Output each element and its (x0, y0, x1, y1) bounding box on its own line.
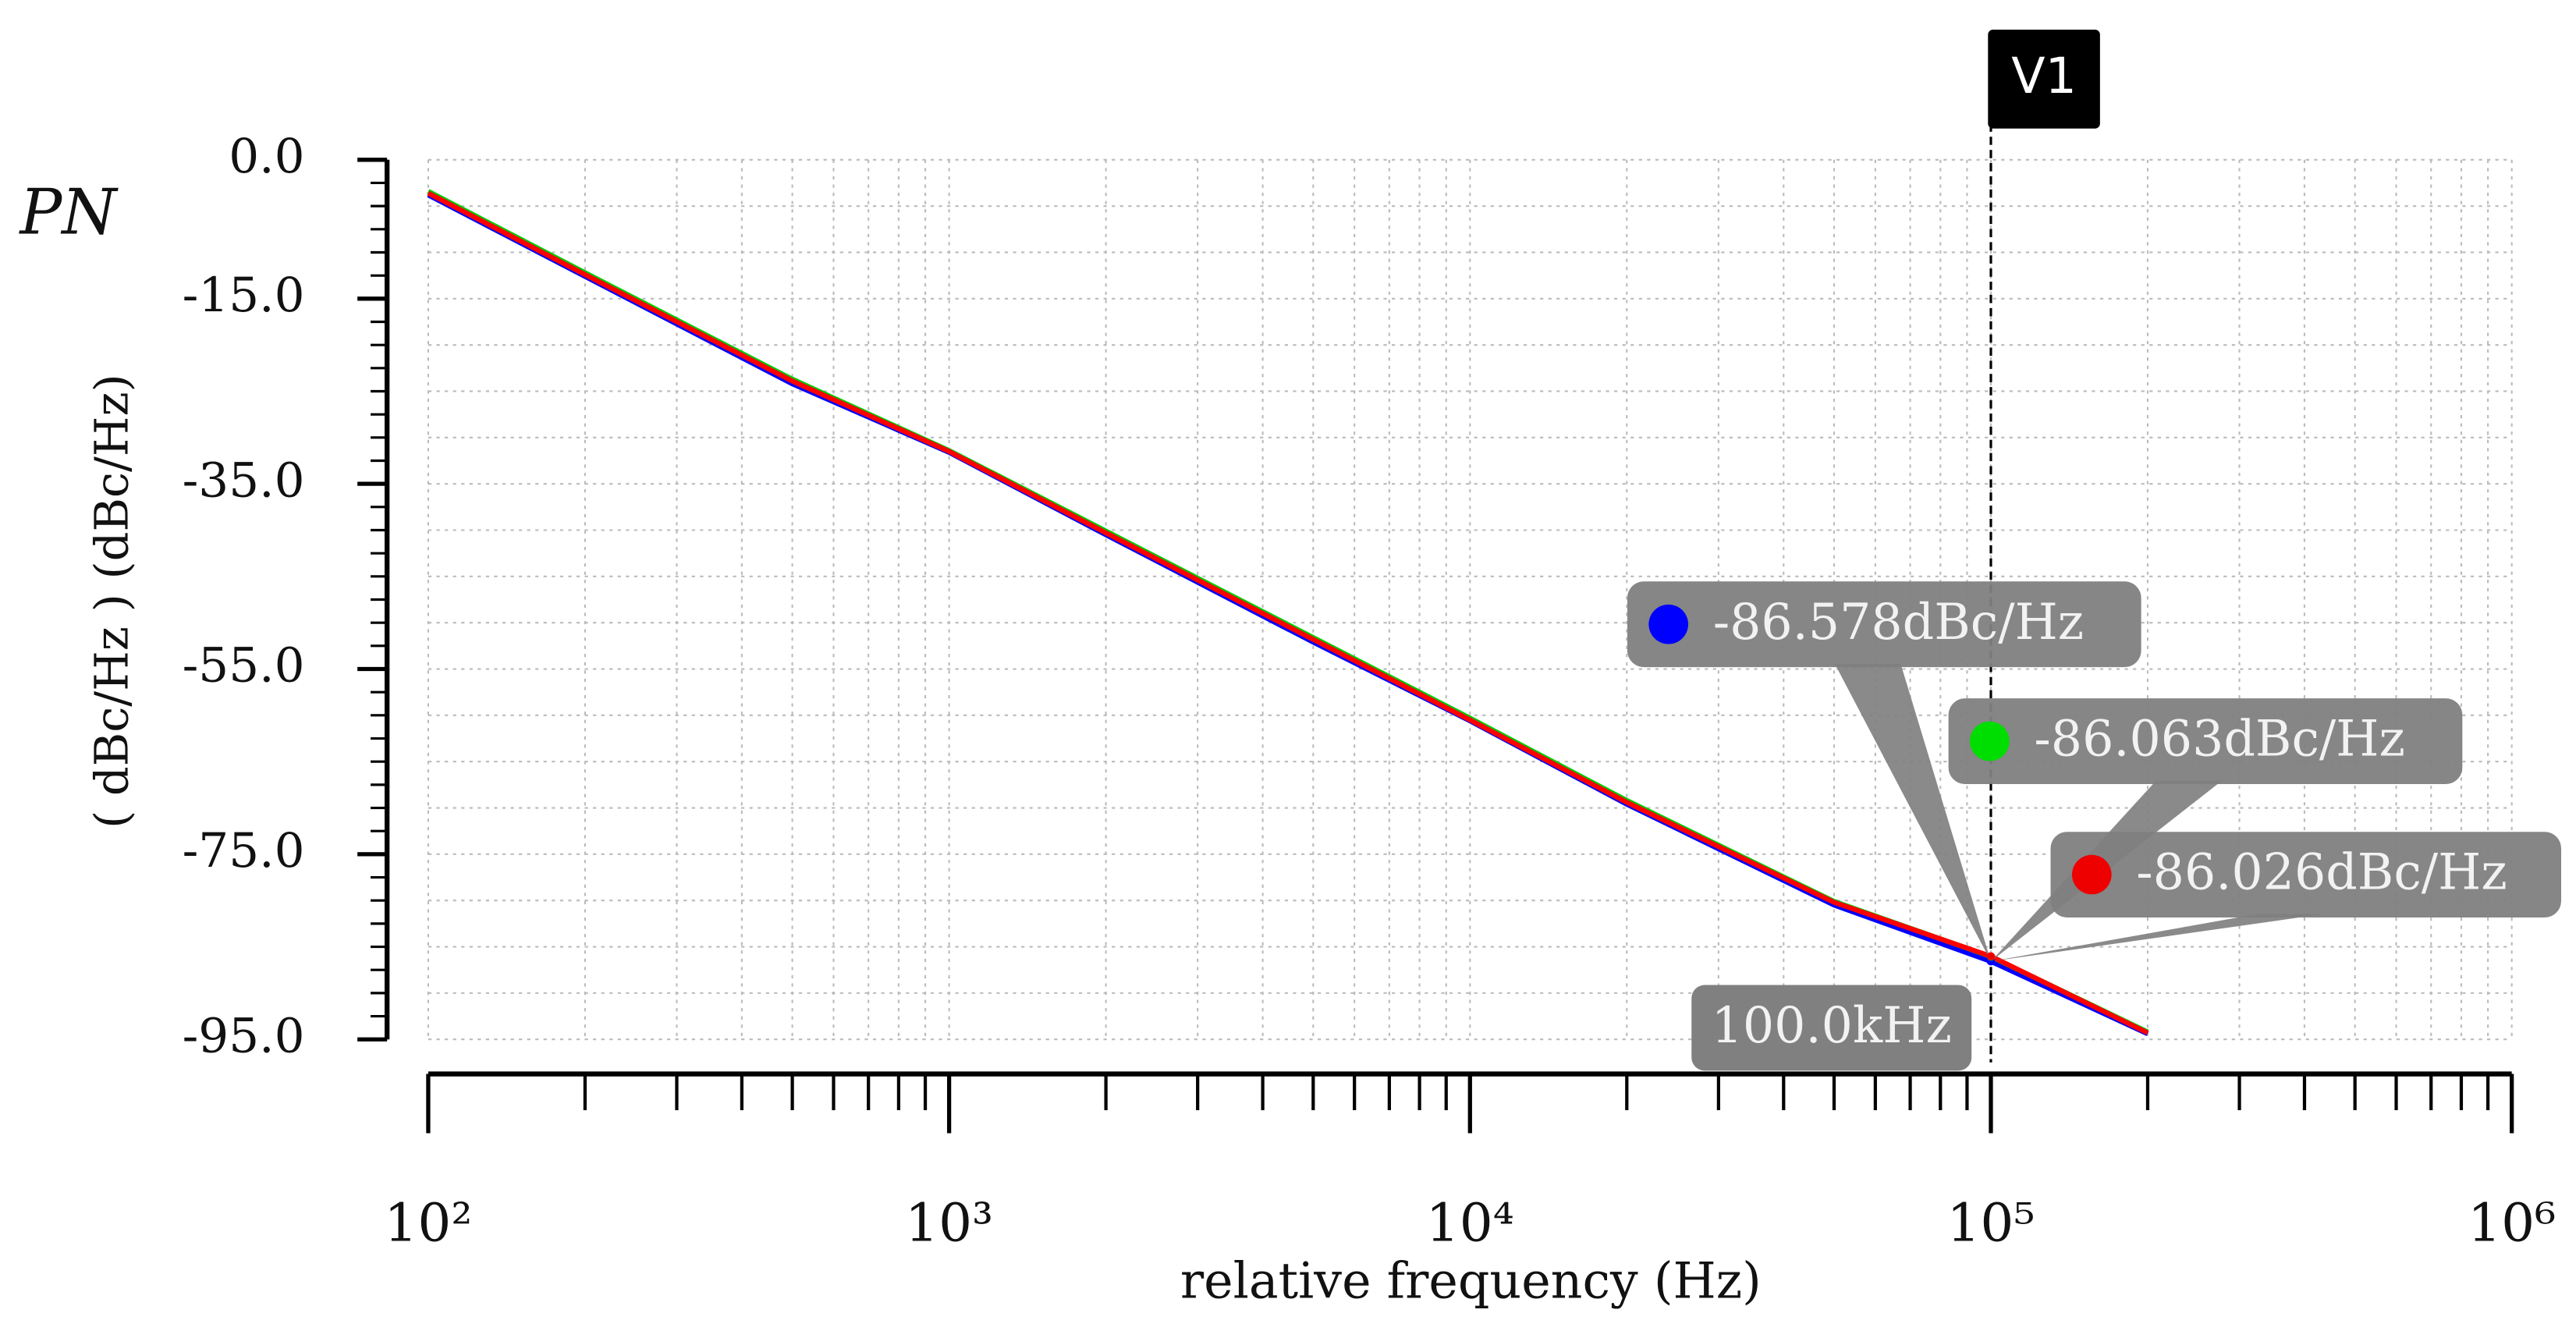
x-tick-label: 10² (384, 1191, 472, 1253)
cursor-tag (1988, 30, 2100, 129)
y-tick-label: -35.0 (183, 453, 305, 508)
readout-box (1627, 581, 2141, 668)
readout-box (2050, 832, 2561, 917)
x-tick-label: 10⁵ (1946, 1191, 2035, 1253)
y-tick-label: -15.0 (183, 268, 305, 323)
y-tick-label: 0.0 (229, 129, 304, 184)
readout-label: -86.578dBc/Hz (1713, 593, 2084, 651)
readout-point (1986, 952, 1996, 960)
readout-label: -86.063dBc/Hz (2034, 710, 2404, 768)
cursor-x-label: 100.0kHz (1712, 996, 1952, 1054)
chart-title: PN (18, 176, 119, 249)
readout-dot (1970, 721, 2010, 761)
y-tick-label: -75.0 (183, 823, 305, 878)
x-tick-label: 10³ (905, 1191, 993, 1253)
cursor-name: V1 (2011, 47, 2077, 105)
cursor-x-box (1691, 985, 1972, 1071)
y-tick-label: -55.0 (183, 638, 305, 694)
x-axis-label: relative frequency (Hz) (1180, 1251, 1762, 1309)
y-tick-label: -95.0 (183, 1008, 305, 1063)
readout-dot (1648, 604, 1689, 644)
y-axis-label: ( dBc/Hz ) (dBc/Hz) (84, 374, 138, 829)
readout-box (1948, 698, 2463, 784)
readout-pointer (1990, 914, 2322, 962)
series-line (427, 190, 2149, 1035)
x-tick-label: 10⁴ (1426, 1191, 1514, 1253)
x-tick-label: 10⁶ (2468, 1191, 2556, 1253)
readout-dot (2071, 854, 2112, 895)
readout-label: -86.026dBc/Hz (2136, 843, 2507, 901)
